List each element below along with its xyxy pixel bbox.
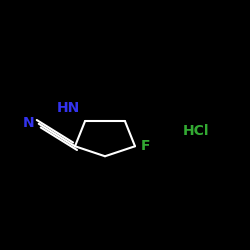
Text: HCl: HCl bbox=[182, 124, 209, 138]
Text: F: F bbox=[141, 138, 151, 152]
Text: HN: HN bbox=[57, 100, 80, 114]
Text: N: N bbox=[23, 116, 34, 130]
